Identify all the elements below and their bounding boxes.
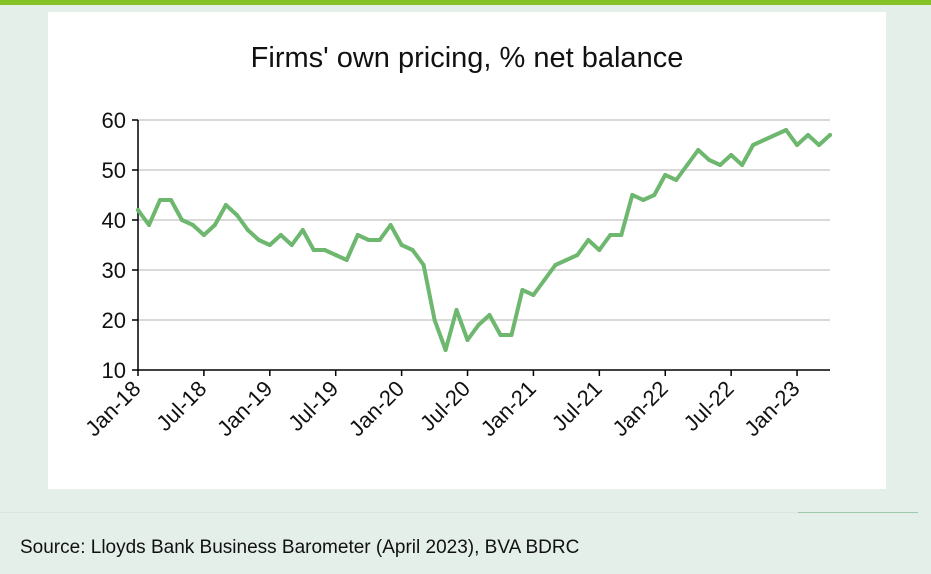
data-point xyxy=(762,138,767,142)
data-point xyxy=(652,193,657,197)
data-point xyxy=(729,153,734,157)
x-tick-label: Jan-22 xyxy=(608,376,673,441)
data-point xyxy=(608,233,613,237)
axes xyxy=(137,120,830,371)
data-point xyxy=(410,248,415,252)
chart-panel: Firms' own pricing, % net balance 10 20 30… xyxy=(48,12,886,489)
data-point xyxy=(751,143,756,147)
data-point xyxy=(201,233,206,237)
data-point xyxy=(146,223,151,227)
x-tick-label: Jul-19 xyxy=(283,376,343,436)
data-point xyxy=(157,198,162,202)
data-point xyxy=(696,148,701,152)
data-point xyxy=(564,258,569,262)
x-tick-label: Jan-18 xyxy=(80,376,145,441)
line-chart: Firms' own pricing, % net balance 10 20 30… xyxy=(80,42,832,441)
data-point xyxy=(322,248,327,252)
data-point xyxy=(234,213,239,217)
chart-title: Firms' own pricing, % net balance xyxy=(251,42,684,74)
data-point xyxy=(223,203,228,207)
data-point xyxy=(509,333,514,337)
x-tick-label: Jan-23 xyxy=(739,376,804,441)
data-point xyxy=(355,233,360,237)
data-point xyxy=(828,133,832,137)
data-point xyxy=(476,323,481,327)
y-tick-label: 60 xyxy=(102,108,126,133)
x-tick-label: Jul-18 xyxy=(151,376,211,436)
data-point xyxy=(586,238,591,242)
x-tick-label: Jan-19 xyxy=(212,376,277,441)
x-axis-ticks: Jan-18 Jul-18 Jan-19 Jul-19 Jan-20 Jul-20 Jan-… xyxy=(80,370,805,441)
data-point xyxy=(278,233,283,237)
data-point xyxy=(289,243,294,247)
data-point xyxy=(168,198,173,202)
data-point xyxy=(245,228,250,232)
data-point xyxy=(399,243,404,247)
data-point xyxy=(190,223,195,227)
data-point xyxy=(366,238,371,242)
data-point xyxy=(773,133,778,137)
data-point xyxy=(531,293,536,297)
data-point xyxy=(256,238,261,242)
data-point xyxy=(179,218,184,222)
data-point xyxy=(443,348,448,352)
data-point xyxy=(388,223,393,227)
data-point xyxy=(674,178,679,182)
source-divider xyxy=(0,512,798,513)
data-point xyxy=(740,163,745,167)
data-point xyxy=(487,313,492,317)
series-layer xyxy=(136,128,832,352)
data-point xyxy=(542,278,547,282)
y-tick-label: 30 xyxy=(102,258,126,283)
data-point xyxy=(784,128,789,132)
data-point xyxy=(432,318,437,322)
data-point xyxy=(817,143,822,147)
data-point xyxy=(806,133,811,137)
data-point xyxy=(718,163,723,167)
data-point xyxy=(641,198,646,202)
data-point xyxy=(212,223,217,227)
data-point xyxy=(685,163,690,167)
data-point xyxy=(465,338,470,342)
data-point xyxy=(663,173,668,177)
source-rule xyxy=(798,512,918,513)
data-point xyxy=(311,248,316,252)
top-accent-bar xyxy=(0,0,931,5)
data-point xyxy=(421,263,426,267)
y-tick-label: 20 xyxy=(102,308,126,333)
x-tick-label: Jul-20 xyxy=(415,376,475,436)
source-note: Source: Lloyds Bank Business Barometer (… xyxy=(20,537,580,558)
data-point xyxy=(575,253,580,257)
data-point xyxy=(344,258,349,262)
data-point xyxy=(377,238,382,242)
x-tick-label: Jan-20 xyxy=(344,376,409,441)
data-point xyxy=(619,233,624,237)
y-tick-label: 10 xyxy=(102,358,126,383)
x-tick-label: Jul-21 xyxy=(547,376,607,436)
data-point xyxy=(136,208,140,212)
y-tick-label: 50 xyxy=(102,158,126,183)
grid-lines xyxy=(138,119,830,321)
x-tick-label: Jul-22 xyxy=(679,376,739,436)
data-point xyxy=(795,143,800,147)
y-tick-label: 40 xyxy=(102,208,126,233)
y-axis-ticks: 10 20 30 40 50 60 xyxy=(102,108,138,383)
data-point xyxy=(520,288,525,292)
data-point xyxy=(454,308,459,312)
data-point xyxy=(630,193,635,197)
data-point xyxy=(553,263,558,267)
data-point xyxy=(333,253,338,257)
series-line xyxy=(136,128,832,352)
x-tick-label: Jan-21 xyxy=(476,376,541,441)
data-point xyxy=(707,158,712,162)
data-point xyxy=(498,333,503,337)
data-point xyxy=(597,248,602,252)
data-point xyxy=(267,243,272,247)
data-point xyxy=(300,228,305,232)
